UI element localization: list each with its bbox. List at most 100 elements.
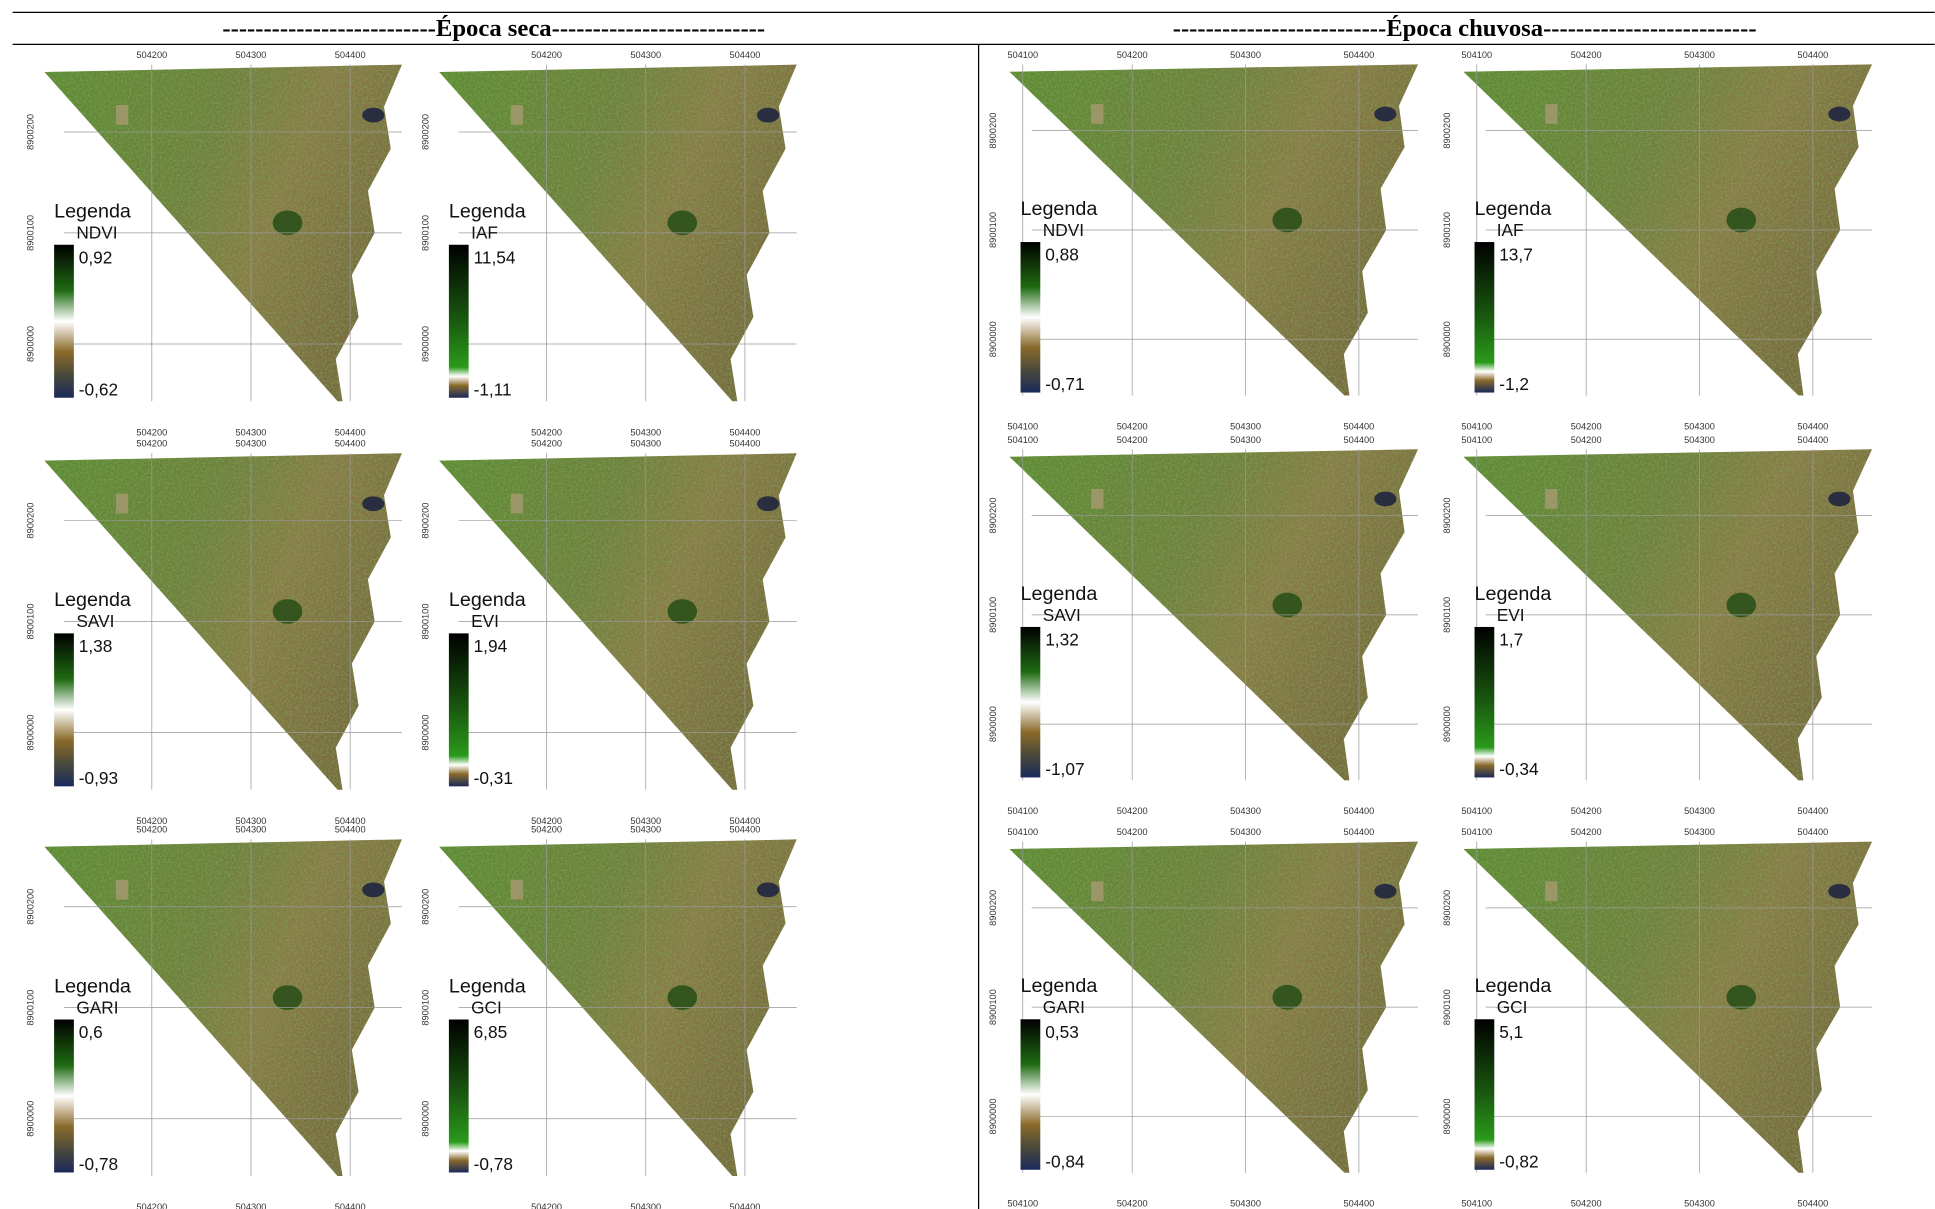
vegetation-patch bbox=[273, 599, 303, 624]
x-tick-label: 504200 bbox=[1117, 827, 1148, 837]
x-tick-label: 504300 bbox=[236, 50, 267, 60]
vegetation-patch bbox=[1726, 985, 1756, 1010]
legend-title: Legenda bbox=[449, 589, 526, 611]
vegetation-patch bbox=[667, 985, 697, 1010]
legend-max: 1,94 bbox=[474, 636, 508, 656]
x-tick-label: 504200 bbox=[1117, 1199, 1148, 1209]
x-tick-label: 504300 bbox=[630, 825, 661, 835]
y-tick-label: 8900100 bbox=[1442, 212, 1452, 248]
map-panel: 5041005041005042005042005043005043005044… bbox=[988, 50, 1418, 431]
x-tick-label: 504400 bbox=[1343, 421, 1374, 431]
legend-min: -0,78 bbox=[79, 1154, 118, 1174]
y-tick-label: 8900000 bbox=[420, 715, 430, 751]
legend-index: SAVI bbox=[1043, 605, 1081, 625]
y-tick-label: 8900100 bbox=[988, 212, 998, 248]
figure: --------------------------Época seca----… bbox=[0, 0, 1935, 1209]
x-tick-label: 504100 bbox=[1461, 421, 1492, 431]
x-tick-label: 504400 bbox=[1343, 50, 1374, 60]
structure bbox=[116, 105, 128, 125]
vegetation-patch bbox=[1272, 985, 1302, 1010]
legend-title: Legenda bbox=[1021, 583, 1098, 605]
x-tick-label: 504400 bbox=[1797, 1199, 1828, 1209]
x-tick-label: 504300 bbox=[1684, 435, 1715, 445]
legend-min: -1,11 bbox=[474, 379, 512, 399]
legend-min: -0,82 bbox=[1499, 1151, 1538, 1171]
water-body bbox=[757, 882, 779, 897]
legend-index: GARI bbox=[76, 997, 118, 1017]
y-tick-label: 8900200 bbox=[420, 889, 430, 925]
legend-max: 1,7 bbox=[1499, 629, 1523, 649]
map-panel: 5041005041005042005042005043005043005044… bbox=[1442, 435, 1872, 816]
x-tick-label: 504200 bbox=[1571, 421, 1602, 431]
vegetation-patch bbox=[1272, 208, 1302, 233]
x-tick-label: 504300 bbox=[1684, 50, 1715, 60]
x-tick-label: 504200 bbox=[531, 1202, 562, 1209]
map-panel: 5042005042005043005043005044005044008900… bbox=[420, 825, 796, 1209]
x-tick-label: 504200 bbox=[531, 427, 562, 437]
x-tick-label: 504100 bbox=[1007, 1199, 1038, 1209]
x-tick-label: 504300 bbox=[1230, 435, 1261, 445]
y-tick-label: 8900200 bbox=[26, 503, 36, 539]
x-tick-label: 504400 bbox=[1343, 806, 1374, 816]
water-body bbox=[1828, 884, 1850, 899]
legend-bar bbox=[1475, 242, 1495, 393]
x-tick-label: 504200 bbox=[136, 1202, 167, 1209]
x-tick-label: 504400 bbox=[1343, 435, 1374, 445]
x-tick-label: 504400 bbox=[335, 427, 366, 437]
structure bbox=[511, 880, 523, 900]
x-tick-label: 504200 bbox=[1571, 435, 1602, 445]
x-tick-label: 504100 bbox=[1007, 50, 1038, 60]
x-tick-label: 504300 bbox=[630, 50, 661, 60]
map-panel: 5042005042005043005043005044005044008900… bbox=[420, 50, 796, 438]
x-tick-label: 504300 bbox=[1684, 827, 1715, 837]
legend-max: 5,1 bbox=[1499, 1022, 1523, 1042]
y-tick-label: 8900200 bbox=[26, 114, 36, 150]
y-tick-label: 8900000 bbox=[26, 715, 36, 751]
map-panel: 5041005041005042005042005043005043005044… bbox=[988, 827, 1418, 1208]
x-tick-label: 504100 bbox=[1461, 50, 1492, 60]
legend-title: Legenda bbox=[449, 975, 526, 997]
x-tick-label: 504200 bbox=[1117, 50, 1148, 60]
water-body bbox=[757, 108, 779, 123]
legend-bar bbox=[1021, 627, 1041, 778]
map-panel: 5041005041005042005042005043005043005044… bbox=[988, 435, 1418, 816]
legend-bar bbox=[1021, 242, 1041, 393]
y-tick-label: 8900000 bbox=[988, 321, 998, 357]
legend-title: Legenda bbox=[1021, 198, 1098, 220]
x-tick-label: 504100 bbox=[1461, 806, 1492, 816]
y-tick-label: 8900100 bbox=[26, 215, 36, 251]
legend-max: 13,7 bbox=[1499, 245, 1533, 265]
legend-index: EVI bbox=[471, 611, 499, 631]
legend-min: -1,2 bbox=[1499, 374, 1529, 394]
legend-index: IAF bbox=[471, 223, 498, 243]
y-tick-label: 8900000 bbox=[420, 326, 430, 362]
legend-index: GARI bbox=[1043, 997, 1085, 1017]
legend-min: -0,71 bbox=[1045, 374, 1084, 394]
y-tick-label: 8900000 bbox=[1442, 706, 1452, 742]
x-tick-label: 504400 bbox=[1343, 1199, 1374, 1209]
y-tick-label: 8900200 bbox=[1442, 498, 1452, 534]
legend-max: 0,6 bbox=[79, 1022, 103, 1042]
legend-max: 0,88 bbox=[1045, 245, 1079, 265]
legend-index: GCI bbox=[471, 997, 502, 1017]
legend-bar bbox=[1475, 1019, 1495, 1170]
legend-title: Legenda bbox=[1475, 975, 1552, 997]
legend-index: NDVI bbox=[1043, 220, 1084, 240]
y-tick-label: 8900000 bbox=[26, 1101, 36, 1137]
legend-title: Legenda bbox=[54, 201, 131, 223]
y-tick-label: 8900200 bbox=[420, 114, 430, 150]
y-tick-label: 8900100 bbox=[988, 597, 998, 633]
x-tick-label: 504200 bbox=[531, 50, 562, 60]
structure bbox=[116, 494, 128, 514]
legend-bar bbox=[54, 1020, 74, 1173]
x-tick-label: 504100 bbox=[1461, 435, 1492, 445]
x-tick-label: 504400 bbox=[729, 50, 760, 60]
vegetation-patch bbox=[1726, 208, 1756, 233]
x-tick-label: 504200 bbox=[1571, 1199, 1602, 1209]
y-tick-label: 8900100 bbox=[26, 990, 36, 1026]
legend-index: IAF bbox=[1497, 220, 1524, 240]
map-panel: 5042005042005043005043005044005044008900… bbox=[26, 439, 402, 827]
x-tick-label: 504200 bbox=[1117, 421, 1148, 431]
structure bbox=[1545, 881, 1557, 901]
x-tick-label: 504300 bbox=[1230, 806, 1261, 816]
